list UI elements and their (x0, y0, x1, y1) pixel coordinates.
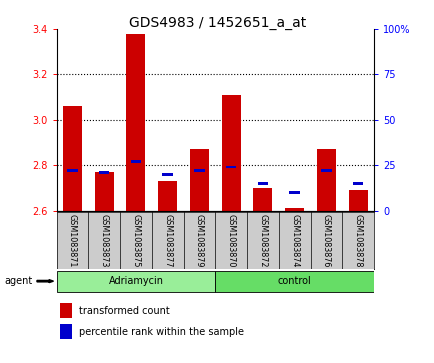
Bar (56, 270, 215, 292)
Bar (352, 182, 363, 185)
Bar (225, 166, 236, 168)
Bar (221, 95, 240, 211)
Text: GSM1083872: GSM1083872 (258, 214, 267, 268)
Bar (253, 188, 272, 211)
Text: GSM1083875: GSM1083875 (131, 214, 140, 268)
Text: GSM1083870: GSM1083870 (226, 214, 235, 268)
Text: percentile rank within the sample: percentile rank within the sample (79, 327, 243, 337)
Bar (130, 160, 141, 163)
Bar (162, 173, 173, 176)
Text: Adriamycin: Adriamycin (108, 276, 163, 286)
Bar (285, 208, 303, 211)
Text: control: control (277, 276, 311, 286)
Text: GSM1083871: GSM1083871 (68, 214, 77, 268)
Bar (95, 172, 113, 211)
Text: agent: agent (4, 276, 33, 286)
Bar (99, 171, 109, 174)
Bar (289, 191, 299, 194)
Text: transformed count: transformed count (79, 306, 169, 316)
Text: GSM1083878: GSM1083878 (353, 214, 362, 268)
Bar (257, 182, 268, 185)
Bar (59, 324, 72, 339)
Text: GSM1083877: GSM1083877 (163, 214, 172, 268)
Bar (158, 181, 177, 211)
Bar (320, 169, 331, 172)
Bar (215, 270, 373, 292)
Bar (67, 169, 78, 172)
Bar (63, 106, 82, 211)
Text: GSM1083879: GSM1083879 (194, 214, 204, 268)
Text: GSM1083874: GSM1083874 (289, 214, 299, 268)
Bar (348, 190, 367, 211)
Bar (126, 34, 145, 211)
Text: GSM1083876: GSM1083876 (321, 214, 330, 268)
Text: GSM1083873: GSM1083873 (99, 214, 108, 268)
Bar (194, 169, 204, 172)
Bar (316, 149, 335, 211)
Bar (190, 149, 208, 211)
Bar (59, 303, 72, 318)
Text: GDS4983 / 1452651_a_at: GDS4983 / 1452651_a_at (128, 16, 306, 30)
